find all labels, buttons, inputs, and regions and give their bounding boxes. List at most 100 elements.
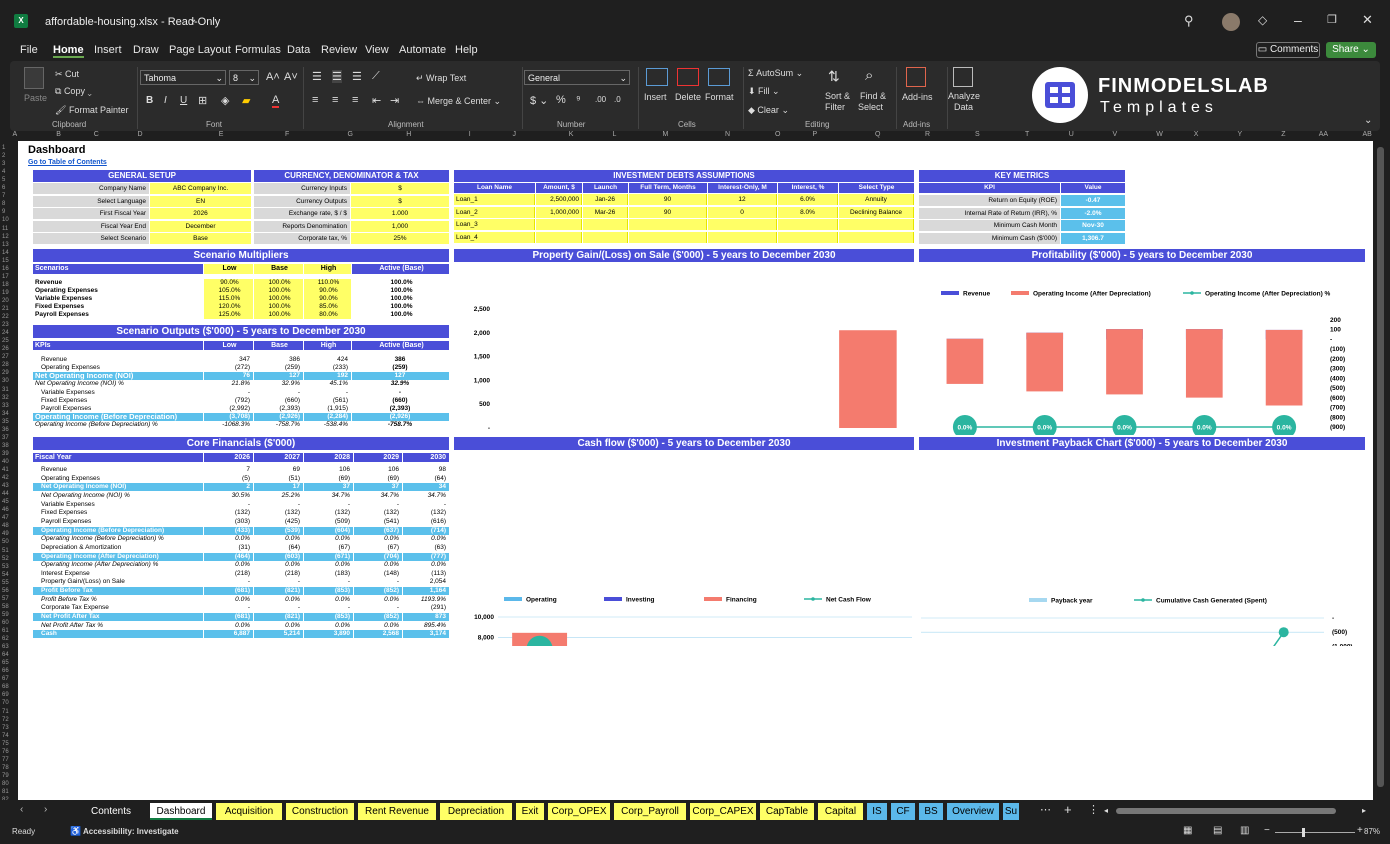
copy-button[interactable]: ⧉ Copy ⌄ — [55, 86, 92, 96]
row-header[interactable]: 22 — [2, 314, 9, 321]
merge-center-button[interactable]: ⇔ Merge & Center ⌄ — [416, 96, 502, 106]
column-header[interactable]: M — [662, 131, 669, 138]
row-header[interactable]: 77 — [2, 756, 9, 763]
next-sheet-icon[interactable]: › — [44, 804, 48, 815]
fill-button[interactable]: ⬇ Fill ⌄ — [748, 86, 780, 96]
insert-button[interactable]: Insert — [644, 92, 667, 102]
column-header[interactable]: S — [975, 131, 980, 138]
row-header[interactable]: 37 — [2, 434, 9, 441]
addins-icon[interactable] — [906, 67, 926, 87]
scen-cell[interactable]: 105.0% — [204, 287, 253, 296]
debts-cell[interactable] — [583, 231, 628, 243]
delete-cells-icon[interactable] — [677, 68, 699, 86]
row-header[interactable]: 25 — [2, 338, 9, 345]
column-header[interactable]: L — [612, 131, 617, 138]
row-header[interactable]: 74 — [2, 732, 9, 739]
format-button[interactable]: Format — [705, 92, 734, 102]
scen-cell[interactable]: 125.0% — [204, 311, 253, 320]
currency-value[interactable]: 25% — [351, 233, 449, 244]
column-header[interactable]: I — [468, 131, 471, 138]
column-header[interactable]: W — [1156, 131, 1163, 138]
tab-corp-capex[interactable]: Corp_CAPEX — [690, 803, 756, 820]
debts-cell[interactable]: 2,500,000 — [536, 194, 582, 205]
row-header[interactable]: 47 — [2, 515, 9, 522]
autosum-button[interactable]: Σ AutoSum ⌄ — [748, 68, 804, 78]
avatar[interactable] — [1222, 13, 1240, 31]
row-header[interactable]: 68 — [2, 684, 9, 691]
column-header[interactable]: O — [775, 131, 781, 138]
align-center-icon[interactable]: ≡ — [332, 94, 339, 106]
row-header[interactable]: 34 — [2, 410, 9, 417]
scen-cell[interactable]: 80.0% — [304, 311, 351, 320]
row-header[interactable]: 60 — [2, 619, 9, 626]
row-header[interactable]: 61 — [2, 628, 9, 634]
column-header[interactable]: P — [812, 131, 818, 138]
currency-value[interactable]: 1,000 — [351, 220, 449, 232]
row-header[interactable]: 81 — [2, 789, 9, 795]
debts-cell[interactable] — [629, 219, 707, 230]
menu-file[interactable]: File — [20, 44, 38, 56]
row-header[interactable]: 30 — [2, 378, 9, 385]
row-header[interactable]: 12 — [2, 233, 9, 240]
tab-dashboard[interactable]: Dashboard — [150, 803, 212, 820]
row-header[interactable]: 69 — [2, 692, 9, 699]
close-icon[interactable]: ✕ — [1362, 12, 1373, 27]
menu-data[interactable]: Data — [287, 44, 311, 56]
general-value[interactable]: December — [150, 220, 251, 232]
row-header[interactable]: 39 — [2, 450, 9, 457]
row-header[interactable]: 49 — [2, 531, 9, 538]
font-name-select[interactable]: Tahoma ⌄ — [140, 70, 226, 85]
row-header[interactable]: 3 — [2, 161, 6, 168]
menu-draw[interactable]: Draw — [133, 44, 159, 56]
accessibility-status[interactable]: Accessibility: Investigate — [83, 827, 179, 836]
debts-cell[interactable]: 6.0% — [778, 194, 838, 205]
row-header[interactable]: 2 — [2, 153, 6, 160]
row-header[interactable]: 56 — [2, 587, 9, 594]
tab-corp-payroll[interactable]: Corp_Payroll — [614, 803, 686, 820]
general-value[interactable]: Base — [150, 233, 251, 244]
percent-icon[interactable]: % — [556, 94, 566, 106]
font-color-icon[interactable]: A — [272, 94, 280, 108]
row-header[interactable]: 72 — [2, 716, 9, 723]
scen-cell[interactable]: 100.0% — [254, 303, 303, 312]
general-value[interactable]: EN — [150, 195, 251, 207]
row-header[interactable]: 51 — [2, 547, 9, 554]
increase-decimal-icon[interactable]: .00 — [595, 95, 607, 104]
debts-cell[interactable]: 8.0% — [778, 206, 838, 218]
debts-cell[interactable] — [778, 231, 838, 243]
align-middle-icon[interactable]: ☰ — [332, 70, 342, 83]
zoom-out-icon[interactable]: − — [1264, 825, 1270, 836]
row-header[interactable]: 29 — [2, 370, 9, 377]
debts-cell[interactable]: Loan_1 — [454, 194, 535, 205]
analyze-data-icon[interactable] — [953, 67, 973, 87]
row-header[interactable]: 19 — [2, 289, 9, 296]
menu-home[interactable]: Home — [53, 44, 84, 58]
scroll-thumb[interactable] — [1377, 147, 1384, 787]
row-header[interactable]: 40 — [2, 458, 9, 465]
tab-cf[interactable]: CF — [891, 803, 915, 820]
column-header[interactable]: D — [137, 131, 143, 138]
row-header[interactable]: 80 — [2, 780, 9, 787]
row-header[interactable]: 62 — [2, 636, 9, 643]
minimize-icon[interactable]: – — [1294, 12, 1302, 28]
align-left-icon[interactable]: ≡ — [312, 94, 319, 106]
menu-help[interactable]: Help — [455, 44, 478, 56]
row-header[interactable]: 79 — [2, 772, 9, 779]
analyze-label[interactable]: Analyze — [948, 91, 981, 101]
row-header[interactable]: 76 — [2, 748, 9, 755]
number-format-select[interactable]: General ⌄ — [524, 70, 630, 85]
row-header[interactable]: 5 — [2, 177, 6, 184]
cut-button[interactable]: ✂ Cut — [55, 69, 79, 80]
column-header[interactable]: V — [1112, 131, 1118, 138]
sort-label[interactable]: Sort & — [825, 91, 851, 101]
row-header[interactable]: 33 — [2, 402, 9, 409]
zoom-slider[interactable] — [1275, 832, 1355, 833]
scen-cell[interactable]: 90.0% — [304, 295, 351, 304]
row-header[interactable]: 36 — [2, 426, 9, 433]
bold-icon[interactable]: B — [146, 95, 154, 106]
add-sheet-icon[interactable]: + — [1064, 802, 1072, 817]
tab-overview[interactable]: Overview — [947, 803, 999, 820]
tab-captable[interactable]: CapTable — [760, 803, 814, 820]
tab-capital[interactable]: Capital — [818, 803, 863, 820]
format-painter-button[interactable]: 🖌 Format Painter — [55, 105, 128, 116]
